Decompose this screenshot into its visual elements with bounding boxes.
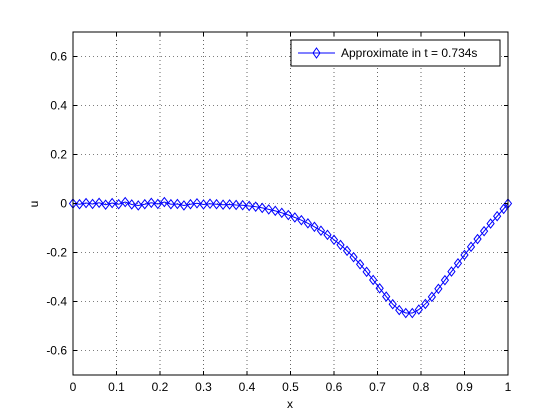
series-line xyxy=(72,201,509,314)
data-point-marker xyxy=(264,204,273,215)
data-point-marker xyxy=(205,198,215,210)
y-tick-label: -0.6 xyxy=(46,344,67,358)
x-tick-label: 0.1 xyxy=(108,380,125,394)
data-point-marker xyxy=(440,274,450,286)
data-point-marker xyxy=(127,199,136,210)
data-point-marker xyxy=(290,212,299,223)
legend-entry-label: Approximate in t = 0.734s xyxy=(341,46,477,60)
y-axis-label: u xyxy=(27,201,41,208)
x-tick-label: 0.9 xyxy=(456,380,473,394)
data-point-marker xyxy=(212,198,221,210)
data-point-marker xyxy=(453,257,463,269)
tick-marks xyxy=(72,32,509,375)
data-point-marker xyxy=(369,274,378,286)
data-point-marker xyxy=(231,199,241,211)
data-point-marker xyxy=(388,298,397,310)
data-point-marker xyxy=(173,198,182,210)
data-point-marker xyxy=(375,282,384,294)
data-point-marker xyxy=(153,198,162,210)
y-tick-label: 0 xyxy=(60,197,67,211)
x-tick-label: 0.8 xyxy=(413,380,430,394)
x-tick-label: 1 xyxy=(505,380,512,394)
data-point-marker xyxy=(81,197,91,209)
data-point-marker xyxy=(492,210,502,222)
data-point-marker xyxy=(486,218,495,229)
data-point-marker xyxy=(460,249,469,261)
y-tick-label: 0.6 xyxy=(50,50,67,64)
data-point-marker xyxy=(192,197,202,209)
x-tick-labels: 0 0.1 0.2 0.3 0.4 0.5 0.6 0.7 0.8 0.9 1 xyxy=(70,380,512,394)
x-tick-label: 0 xyxy=(70,380,77,394)
x-tick-label: 0.4 xyxy=(239,380,256,394)
data-point-marker xyxy=(479,225,489,237)
data-point-marker xyxy=(225,199,234,210)
data-point-marker xyxy=(121,196,130,208)
x-tick-label: 0.2 xyxy=(152,380,169,394)
x-tick-label: 0.3 xyxy=(195,380,212,394)
data-point-marker xyxy=(414,304,423,315)
data-point-marker xyxy=(186,198,195,210)
data-point-marker xyxy=(284,209,293,221)
y-tick-label: 0.4 xyxy=(50,99,67,113)
series-layer xyxy=(68,196,513,319)
data-point-marker xyxy=(499,203,508,215)
data-point-marker xyxy=(401,307,410,319)
data-point-marker xyxy=(395,304,404,316)
plot-area xyxy=(73,32,508,375)
data-point-marker xyxy=(134,200,143,211)
data-point-marker xyxy=(323,229,332,241)
data-point-marker xyxy=(245,200,254,212)
data-point-marker xyxy=(140,198,149,210)
data-point-marker xyxy=(434,283,443,295)
data-point-marker xyxy=(238,199,247,211)
data-point-marker xyxy=(258,202,267,214)
data-point-marker xyxy=(421,298,430,310)
data-point-marker xyxy=(108,197,117,209)
data-point-marker xyxy=(75,198,84,210)
y-tick-labels: -0.6 -0.4 -0.2 0 0.2 0.4 0.6 xyxy=(46,50,67,358)
y-tick-label: 0.2 xyxy=(50,148,67,162)
data-point-marker xyxy=(355,258,365,270)
data-point-marker xyxy=(427,291,437,303)
data-point-marker xyxy=(329,234,339,246)
data-point-marker xyxy=(199,199,208,210)
data-point-marker xyxy=(179,200,189,211)
data-point-marker xyxy=(88,198,97,210)
data-point-marker xyxy=(310,221,319,233)
data-point-marker xyxy=(382,291,391,302)
data-point-marker xyxy=(362,266,371,278)
data-point-marker xyxy=(271,205,280,217)
data-point-marker xyxy=(101,199,110,211)
data-point-marker xyxy=(166,198,176,210)
x-tick-label: 0.5 xyxy=(282,380,299,394)
data-point-marker xyxy=(408,307,417,319)
data-point-marker xyxy=(218,199,228,211)
x-tick-label: 0.6 xyxy=(326,380,343,394)
y-tick-label: -0.4 xyxy=(46,295,67,309)
data-point-marker xyxy=(316,225,326,237)
data-point-marker xyxy=(473,233,482,245)
data-point-marker xyxy=(447,266,456,277)
data-point-marker xyxy=(94,197,104,209)
data-point-marker xyxy=(336,239,345,251)
y-tick-label: -0.2 xyxy=(46,246,67,260)
data-point-marker xyxy=(251,201,260,212)
grid-lines xyxy=(73,32,508,375)
data-point-marker xyxy=(114,198,123,210)
data-point-marker xyxy=(277,207,286,219)
x-axis-label: x xyxy=(287,397,293,411)
legend: Approximate in t = 0.734s xyxy=(290,39,501,67)
data-point-marker xyxy=(303,218,313,229)
legend-marker-swatch xyxy=(312,47,321,59)
data-point-marker xyxy=(342,245,352,257)
x-tick-label: 0.7 xyxy=(369,380,386,394)
data-point-marker xyxy=(466,241,476,253)
data-point-marker xyxy=(147,197,156,209)
data-point-marker xyxy=(160,196,169,208)
data-point-marker xyxy=(297,214,306,226)
data-point-marker xyxy=(349,251,358,263)
